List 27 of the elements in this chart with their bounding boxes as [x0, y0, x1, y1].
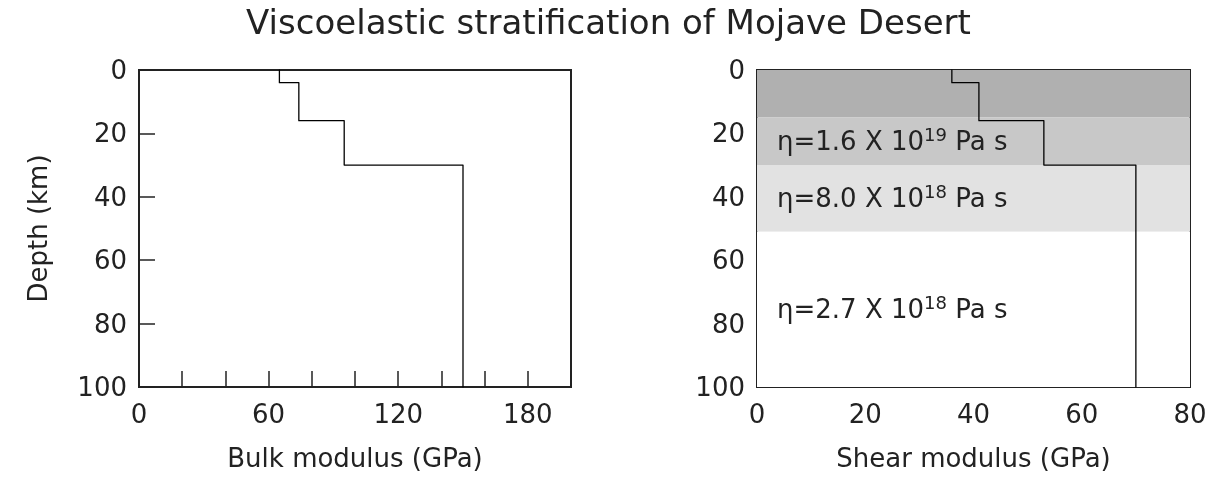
x-tick-label: 120: [373, 399, 424, 429]
line-series: [278, 69, 464, 388]
x-tick-label: 180: [502, 399, 553, 429]
y-tick-label: 100: [77, 372, 127, 402]
x-tick-label: 0: [748, 399, 766, 429]
line-series: [951, 69, 1137, 388]
y-tick-label: 100: [695, 372, 745, 402]
y-tick-label: 40: [711, 181, 745, 212]
x-tick-label: 60: [1065, 399, 1099, 429]
chart-title: Viscoelastic stratification of Mojave Desert: [245, 2, 972, 42]
y-tick-label: 80: [711, 308, 745, 339]
y-axis-title: Depth (km): [23, 154, 53, 303]
y-tick-label: 0: [110, 55, 127, 85]
y-tick-label: 0: [728, 55, 745, 85]
y-tick-label: 20: [711, 118, 745, 149]
x-tick-label: 80: [1173, 399, 1207, 429]
x-tick-label: 60: [252, 399, 286, 429]
y-tick-label: 60: [93, 245, 127, 276]
x-tick-label: 40: [956, 399, 991, 429]
x-axis-title: Bulk modulus (GPa): [227, 443, 483, 473]
y-tick-label: 20: [93, 118, 127, 149]
y-tick-label: 40: [93, 181, 127, 212]
x-tick-label: 0: [130, 399, 148, 429]
x-tick-label: 20: [848, 399, 882, 429]
x-axis-title: Shear modulus (GPa): [836, 443, 1111, 473]
y-tick-label: 80: [93, 308, 127, 339]
y-tick-label: 60: [711, 245, 745, 276]
